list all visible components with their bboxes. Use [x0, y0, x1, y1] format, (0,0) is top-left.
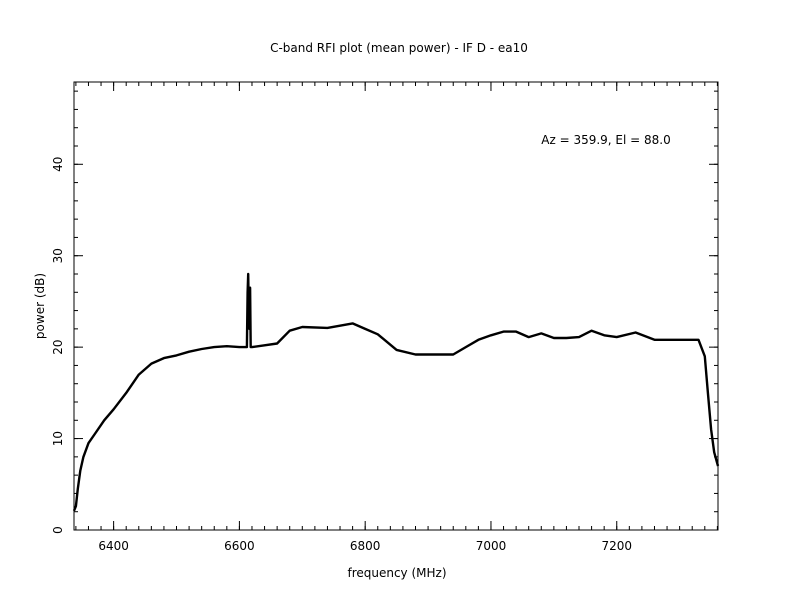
series-group — [72, 272, 720, 512]
power-line — [72, 272, 720, 512]
x-tick-label: 6800 — [350, 539, 381, 553]
y-tick-label: 40 — [51, 157, 65, 172]
x-tick-label: 7200 — [601, 539, 632, 553]
chart-annotation: Az = 359.9, El = 88.0 — [541, 133, 671, 147]
x-tick-label: 7000 — [476, 539, 507, 553]
y-tick-label: 0 — [51, 526, 65, 534]
x-tick-label: 6600 — [224, 539, 255, 553]
y-tick-label: 20 — [51, 340, 65, 355]
x-tick-label: 6400 — [98, 539, 129, 553]
y-tick-label: 10 — [51, 431, 65, 446]
chart-title: C-band RFI plot (mean power) - IF D - ea… — [270, 41, 528, 55]
y-tick-label: 30 — [51, 248, 65, 263]
y-axis-label: power (dB) — [33, 273, 47, 339]
x-axis-label: frequency (MHz) — [347, 566, 446, 580]
axis-ticks: 6400 6600 6800 7000 7200 0 10 20 30 40 — [51, 82, 718, 553]
plot-frame — [73, 81, 719, 531]
